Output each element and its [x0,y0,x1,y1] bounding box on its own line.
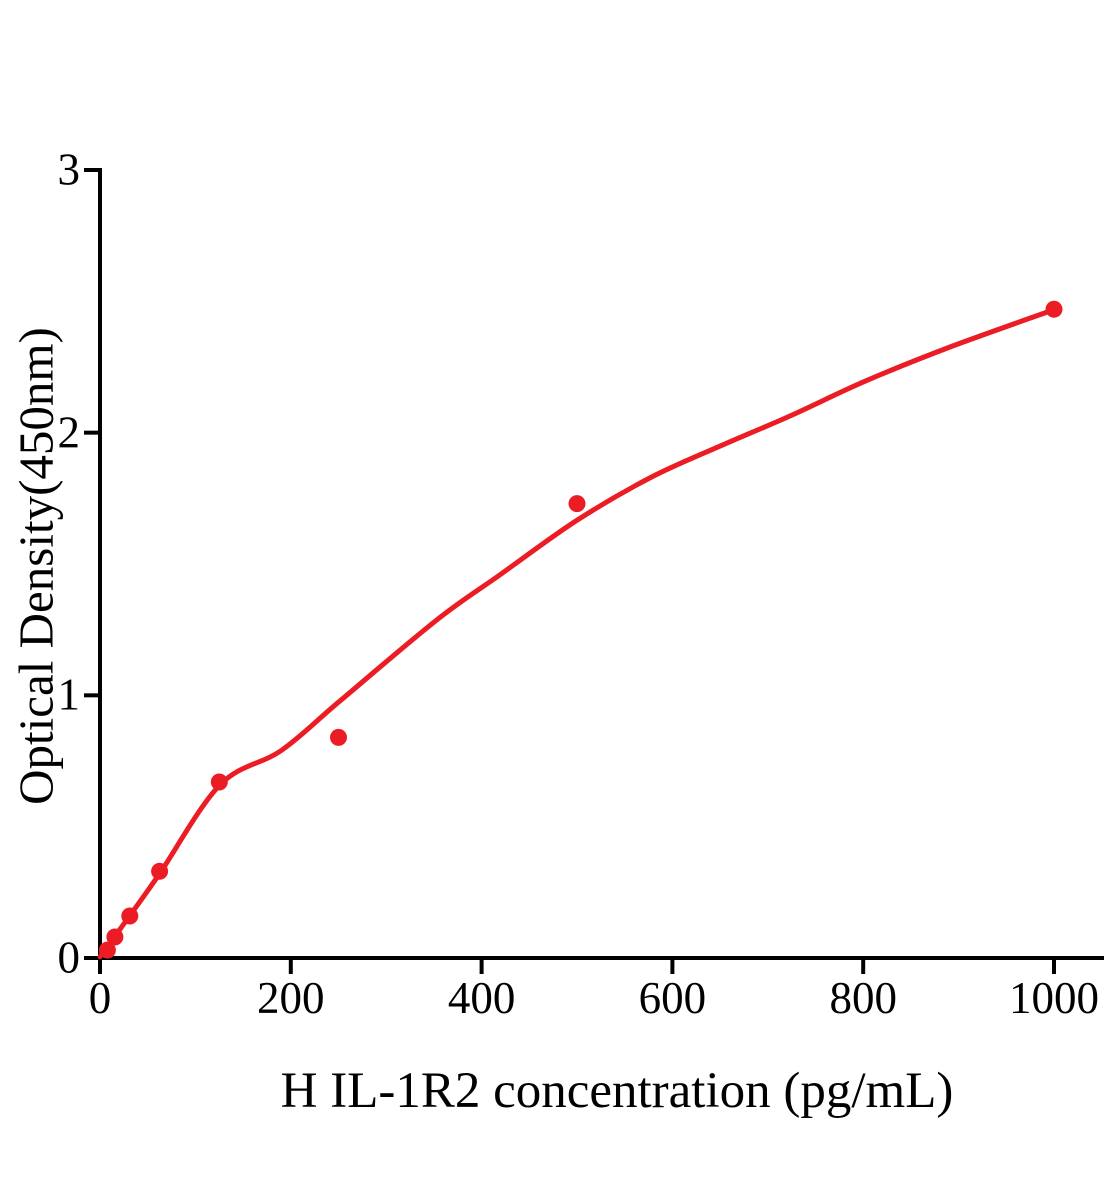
y-tick-label: 3 [57,144,81,195]
x-tick-label: 400 [447,973,516,1023]
x-tick-label: 600 [638,973,707,1023]
data-point [330,728,347,746]
data-point [151,862,169,880]
data-point [568,495,586,513]
y-tick-label: 0 [57,932,81,983]
x-axis-title: H IL-1R2 concentration (pg/mL) [280,1063,954,1119]
data-point [98,941,116,959]
data-point [121,907,139,925]
y-axis-title: Optical Density(450nm) [8,327,64,805]
y-tick-label: 1 [57,669,81,720]
fitted-curve-line [97,307,1056,960]
x-tick-label: 1000 [1009,973,1099,1023]
x-tick-label: 200 [257,973,325,1023]
x-tick-label: 800 [829,973,897,1023]
y-tick-label: 2 [57,407,81,458]
x-tick-label: 0 [88,973,112,1023]
data-point [210,773,228,791]
data-point [1045,300,1063,318]
data-point [106,928,124,946]
